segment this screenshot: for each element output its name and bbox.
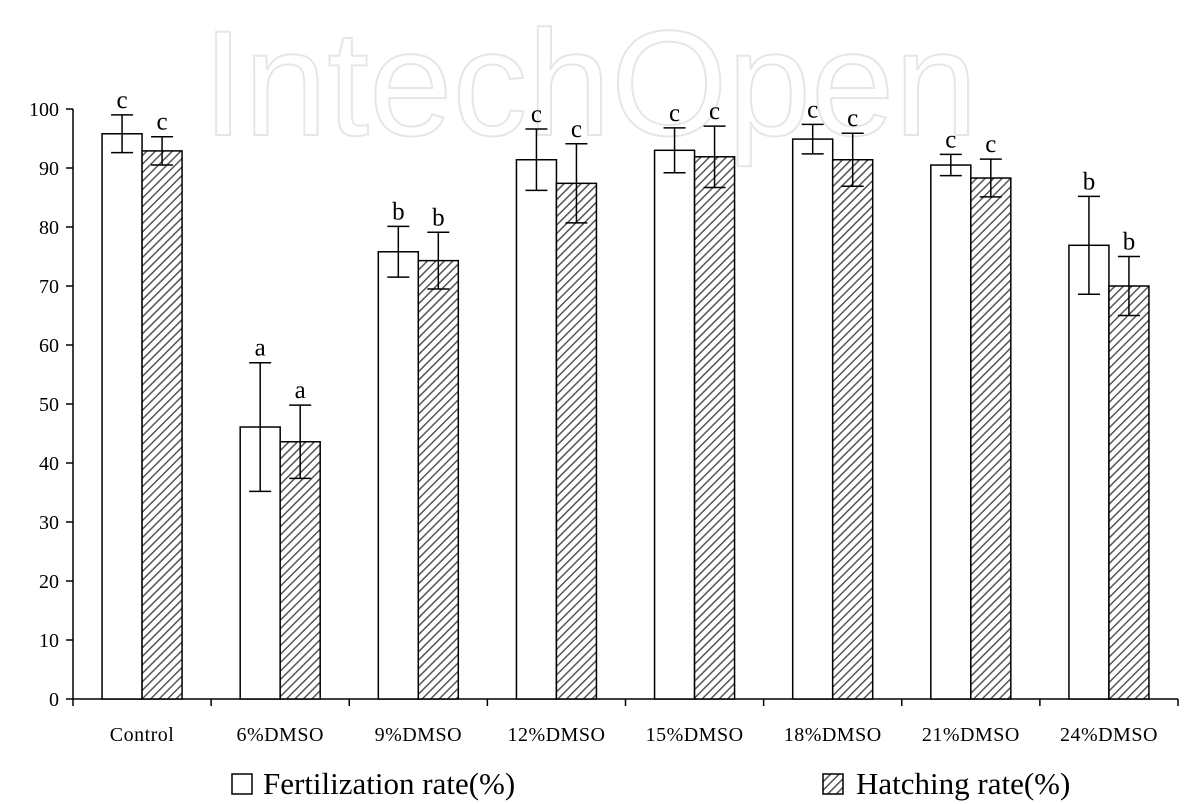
y-tick-label: 0 bbox=[49, 689, 59, 711]
significance-label-hatching: c bbox=[571, 116, 582, 143]
significance-label-hatching: c bbox=[847, 105, 858, 132]
bar-hatching bbox=[693, 156, 736, 700]
y-tick-label: 30 bbox=[39, 512, 59, 534]
x-tick-label: 21%DMSO bbox=[922, 724, 1020, 746]
legend: Fertilization rate(%) Hatching rate(%) bbox=[231, 766, 1070, 801]
y-tick-label: 70 bbox=[39, 276, 59, 298]
significance-label-fertilization: b bbox=[1083, 168, 1096, 195]
significance-label-fertilization: c bbox=[945, 126, 956, 153]
significance-label-hatching: b bbox=[432, 204, 445, 231]
x-tick-label: 24%DMSO bbox=[1060, 724, 1158, 746]
bar-fertilization bbox=[791, 138, 834, 700]
x-tick-label: 9%DMSO bbox=[375, 724, 462, 746]
significance-label-hatching: c bbox=[157, 109, 168, 136]
y-tick-label: 60 bbox=[39, 335, 59, 357]
y-tick-label: 50 bbox=[39, 394, 59, 416]
bar-hatching bbox=[141, 150, 183, 700]
y-tick-label: 90 bbox=[39, 158, 59, 180]
legend-label-fertilization: Fertilization rate(%) bbox=[263, 766, 515, 801]
bar-fertilization bbox=[101, 133, 143, 700]
x-tick-label: 18%DMSO bbox=[784, 724, 882, 746]
y-tick-label: 20 bbox=[39, 571, 59, 593]
legend-swatch-fertilization bbox=[231, 773, 253, 795]
significance-label-hatching: b bbox=[1123, 229, 1136, 256]
bar-fertilization bbox=[377, 251, 420, 700]
significance-label-fertilization: c bbox=[669, 100, 680, 127]
legend-label-hatching: Hatching rate(%) bbox=[856, 766, 1070, 801]
significance-label-fertilization: c bbox=[117, 87, 128, 114]
bar-fertilization bbox=[1068, 244, 1110, 700]
significance-label-hatching: a bbox=[295, 377, 306, 404]
bar-hatching bbox=[279, 441, 321, 700]
watermark-text: IntechOpen bbox=[202, 0, 978, 167]
bar-hatching bbox=[417, 259, 460, 700]
bar-fertilization bbox=[653, 149, 696, 700]
significance-label-hatching: c bbox=[709, 98, 720, 125]
bar-hatching bbox=[831, 158, 874, 700]
plot-area: 0 10 20 30 40 50 60 70 80 90 100 Control c c 6%DMSO a a 9… bbox=[29, 87, 1179, 746]
bar-hatching bbox=[970, 177, 1012, 700]
bar-hatching bbox=[555, 182, 598, 700]
x-tick-label: Control bbox=[110, 724, 175, 746]
x-tick-label: 15%DMSO bbox=[646, 724, 744, 746]
significance-label-fertilization: c bbox=[531, 101, 542, 128]
bar-fertilization bbox=[930, 164, 972, 700]
legend-swatch-hatching bbox=[822, 773, 844, 795]
y-tick-label: 40 bbox=[39, 453, 59, 475]
y-tick-label: 100 bbox=[29, 99, 59, 121]
significance-label-fertilization: c bbox=[807, 96, 818, 123]
x-tick-label: 6%DMSO bbox=[236, 724, 323, 746]
x-tick-label: 12%DMSO bbox=[507, 724, 605, 746]
significance-label-fertilization: b bbox=[392, 198, 405, 225]
y-tick-label: 10 bbox=[39, 630, 59, 652]
bar-hatching bbox=[1108, 285, 1150, 700]
significance-label-fertilization: a bbox=[255, 335, 266, 362]
y-tick-label: 80 bbox=[39, 217, 59, 239]
bar-fertilization bbox=[515, 158, 558, 700]
significance-label-hatching: c bbox=[985, 131, 996, 158]
